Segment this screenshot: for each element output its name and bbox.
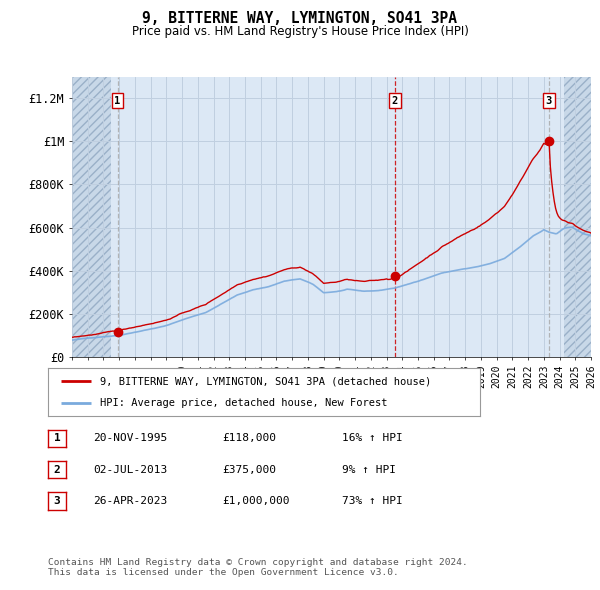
Text: 2: 2	[53, 465, 61, 474]
Text: 1: 1	[53, 434, 61, 443]
Text: 73% ↑ HPI: 73% ↑ HPI	[342, 496, 403, 506]
Text: 1: 1	[115, 96, 121, 106]
Text: 3: 3	[546, 96, 552, 106]
Text: 9, BITTERNE WAY, LYMINGTON, SO41 3PA (detached house): 9, BITTERNE WAY, LYMINGTON, SO41 3PA (de…	[100, 376, 431, 386]
Text: 9% ↑ HPI: 9% ↑ HPI	[342, 465, 396, 474]
Text: HPI: Average price, detached house, New Forest: HPI: Average price, detached house, New …	[100, 398, 388, 408]
Text: £1,000,000: £1,000,000	[222, 496, 290, 506]
Text: Price paid vs. HM Land Registry's House Price Index (HPI): Price paid vs. HM Land Registry's House …	[131, 25, 469, 38]
Text: 02-JUL-2013: 02-JUL-2013	[93, 465, 167, 474]
Text: 9, BITTERNE WAY, LYMINGTON, SO41 3PA: 9, BITTERNE WAY, LYMINGTON, SO41 3PA	[143, 11, 458, 25]
Text: 2: 2	[392, 96, 398, 106]
Text: Contains HM Land Registry data © Crown copyright and database right 2024.
This d: Contains HM Land Registry data © Crown c…	[48, 558, 468, 577]
Text: £118,000: £118,000	[222, 434, 276, 443]
Text: 26-APR-2023: 26-APR-2023	[93, 496, 167, 506]
Text: 3: 3	[53, 496, 61, 506]
Text: 20-NOV-1995: 20-NOV-1995	[93, 434, 167, 443]
Bar	[72, 77, 112, 357]
Bar	[564, 77, 591, 357]
Text: £375,000: £375,000	[222, 465, 276, 474]
Text: 16% ↑ HPI: 16% ↑ HPI	[342, 434, 403, 443]
